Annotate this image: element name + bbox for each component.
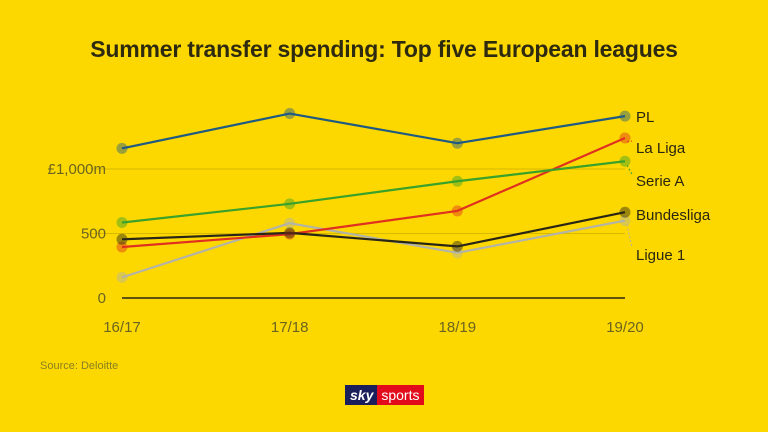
series-label: La Liga (636, 140, 686, 157)
series-line-ligue-1 (121, 219, 626, 279)
label-leader (626, 224, 633, 249)
data-point (451, 137, 463, 149)
y-tick-label: 500 (81, 226, 106, 243)
sky-sports-logo: sky sports (345, 385, 425, 405)
logo-sky: sky (345, 385, 378, 405)
label-leader (626, 140, 633, 143)
series-line-pl (121, 112, 626, 150)
x-tick-label: 19/20 (606, 319, 644, 336)
logo-sports: sports (377, 385, 425, 405)
data-point (116, 271, 128, 283)
data-point (451, 247, 463, 259)
x-tick-label: 16/17 (103, 319, 141, 336)
source-note: Source: Deloitte (40, 360, 119, 372)
data-point (284, 198, 296, 210)
data-point (284, 227, 296, 239)
data-point (619, 155, 631, 167)
y-tick-label: £1,000m (48, 161, 106, 178)
x-tick-label: 18/19 (439, 319, 477, 336)
series-line-bundesliga (121, 211, 626, 248)
series-label: Ligue 1 (636, 247, 685, 264)
series-line-la-liga (121, 137, 626, 249)
data-point (116, 241, 128, 253)
series-label: Serie A (636, 173, 684, 190)
y-tick-label: 0 (98, 290, 106, 307)
data-point (619, 110, 631, 122)
label-leader (626, 165, 633, 175)
data-point (116, 217, 128, 229)
data-point (284, 217, 296, 229)
data-point (116, 142, 128, 154)
data-point (619, 132, 631, 144)
data-point (451, 205, 463, 217)
series-label: PL (636, 109, 654, 126)
data-point (619, 215, 631, 227)
data-point (451, 175, 463, 187)
data-point (284, 228, 296, 240)
series-line-serie-a (121, 160, 626, 224)
data-point (284, 108, 296, 120)
data-point (451, 240, 463, 252)
series-label: Bundesliga (636, 207, 711, 224)
data-point (116, 233, 128, 245)
data-point (619, 206, 631, 218)
chart-title: Summer transfer spending: Top five Europ… (90, 36, 678, 62)
x-tick-label: 17/18 (271, 319, 309, 336)
